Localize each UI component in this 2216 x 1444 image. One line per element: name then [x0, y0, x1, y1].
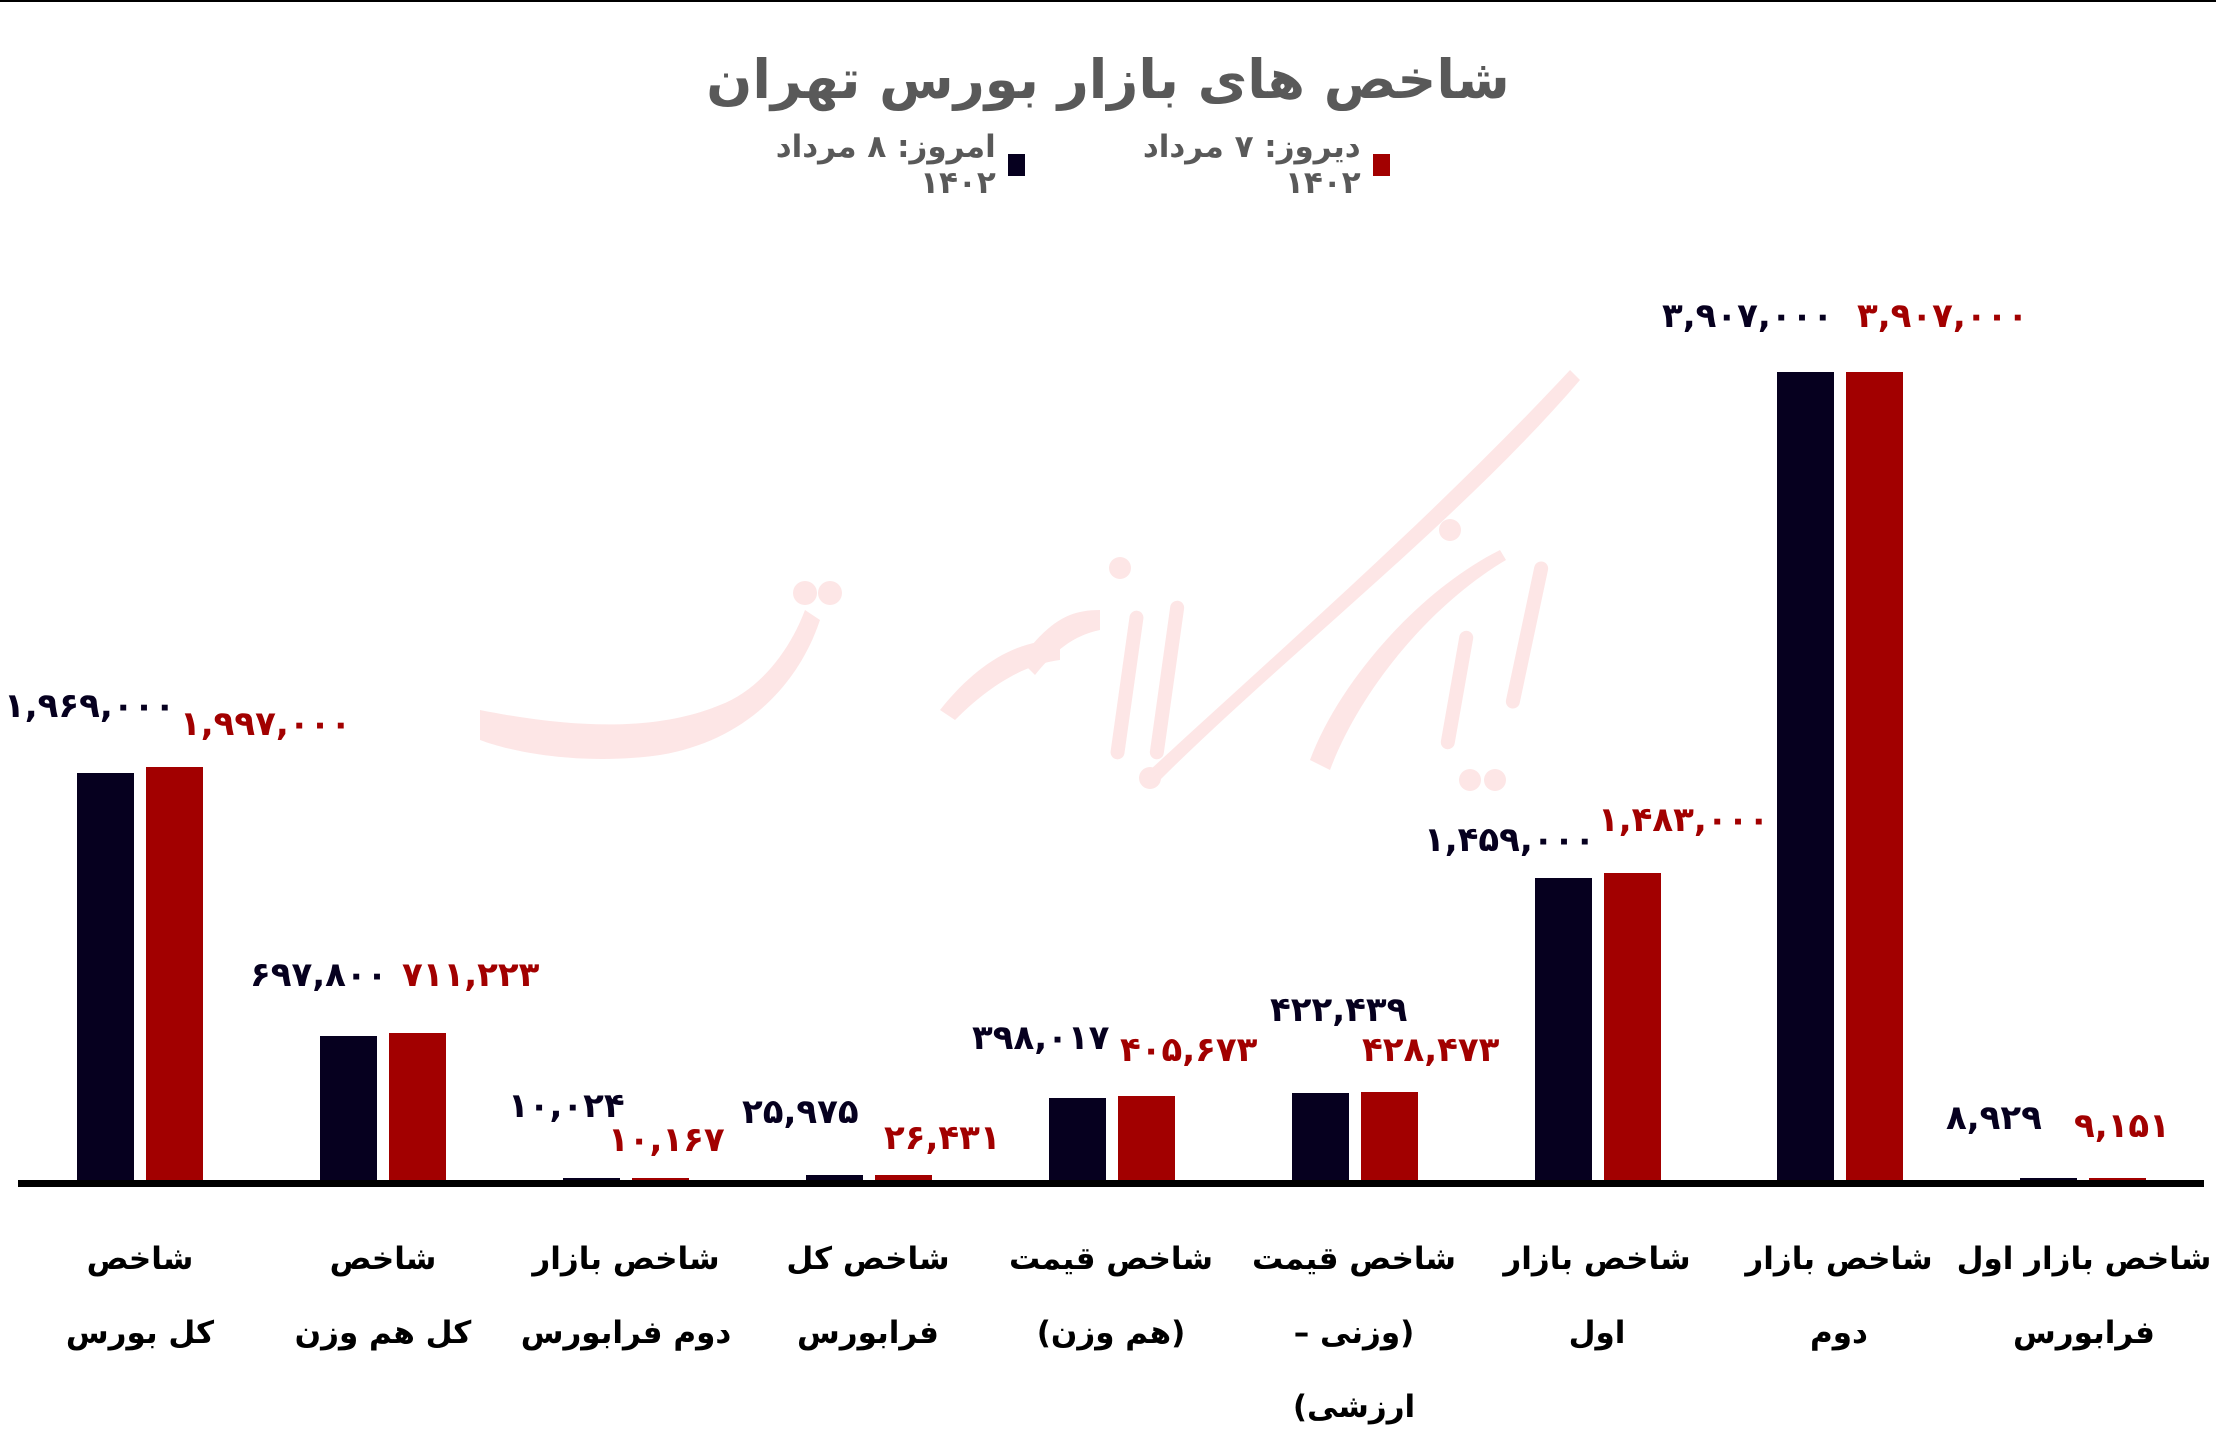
value-label-today: ۳۹۸,۰۱۷ [972, 1018, 1110, 1058]
legend-item-today: امروز: ۸ مرداد ۱۴۰۲ [700, 129, 1026, 201]
category-label-line: (هم وزن) [1036, 1315, 1186, 1351]
value-label-yesterday: ۱۰,۱۶۷ [608, 1120, 725, 1160]
bar-yesterday-bazar-dovom [1846, 372, 1903, 1180]
legend: دیروز: ۷ مرداد ۱۴۰۲ امروز: ۸ مرداد ۱۴۰۲ [700, 129, 1390, 201]
category-label-line: شاخص قیمت [1251, 1241, 1457, 1277]
legend-swatch-today-icon [1007, 154, 1026, 176]
category-label-line: فرابورس [2013, 1315, 2155, 1351]
bar-today-gheymat-hamvazn [1049, 1098, 1106, 1180]
category-label: شاخص بازار اول [1477, 1222, 1717, 1370]
bar-yesterday-bazar-dovom-farabourse [632, 1178, 689, 1180]
category-label-line: شاخص [86, 1241, 194, 1277]
bar-yesterday-gheymat-vazni [1361, 1092, 1418, 1180]
value-label-yesterday: ۴۰۵,۶۷۳ [1120, 1030, 1258, 1070]
x-axis-line [18, 1180, 2204, 1187]
value-label-today: ۱۰,۰۲۴ [508, 1086, 625, 1126]
legend-item-yesterday: دیروز: ۷ مرداد ۱۴۰۲ [1067, 129, 1390, 201]
category-label-line: دوم فرابورس [520, 1315, 732, 1351]
value-label-today: ۴۲۲,۴۳۹ [1270, 990, 1408, 1030]
legend-label-yesterday: دیروز: ۷ مرداد ۱۴۰۲ [1142, 129, 1361, 201]
value-label-yesterday: ۴۲۸,۴۷۳ [1362, 1030, 1500, 1070]
category-label-line: دوم [1810, 1315, 1868, 1351]
value-label-today: ۶۹۷,۸۰۰ [250, 955, 388, 995]
category-label-line: شاخص قیمت [1008, 1241, 1214, 1277]
category-label: شاخص بازار اول فرابورس [1952, 1222, 2216, 1370]
bar-today-kol-bourse [77, 773, 134, 1180]
category-label-line: کل بورس [65, 1315, 215, 1351]
bar-today-bazar-dovom [1777, 372, 1834, 1180]
value-label-today: ۱,۴۵۹,۰۰۰ [1424, 820, 1596, 860]
bar-yesterday-bazar-aval-farabourse [2089, 1178, 2146, 1180]
category-label-line: شاخص بازار [1745, 1241, 1933, 1277]
category-label: شاخص بازار دوم فرابورس [506, 1222, 746, 1370]
chart-title: شاخص های بازار بورس تهران [706, 48, 1510, 111]
value-label-today: ۲۵,۹۷۵ [742, 1092, 859, 1132]
category-label-line: شاخص بازار [532, 1241, 720, 1277]
value-label-today: ۳,۹۰۷,۰۰۰ [1662, 296, 1834, 336]
category-label-line: فرابورس [797, 1315, 939, 1351]
value-label-today: ۸,۹۲۹ [1946, 1098, 2042, 1138]
bar-today-gheymat-vazni [1292, 1093, 1349, 1180]
category-label: شاخص کل فرابورس [748, 1222, 988, 1370]
category-label: شاخص کل هم وزن [263, 1222, 503, 1370]
category-label: شاخص بازار دوم [1719, 1222, 1959, 1370]
bar-today-kol-farabourse [806, 1175, 863, 1180]
bar-yesterday-kol-farabourse [875, 1175, 932, 1180]
category-label: شاخص قیمت (وزنی – ارزشی) [1234, 1222, 1474, 1444]
category-label-line: شاخص کل [786, 1241, 950, 1277]
category-label-line: شاخص بازار اول [1503, 1241, 1691, 1351]
bar-yesterday-bazar-aval [1604, 873, 1661, 1180]
category-label: شاخص کل بورس [20, 1222, 260, 1370]
top-border [0, 0, 2216, 2]
category-label-line: (وزنی – [1293, 1315, 1415, 1351]
category-label-line: کل هم وزن [294, 1315, 472, 1351]
category-label-line: شاخص [329, 1241, 437, 1277]
bar-today-bazar-aval [1535, 878, 1592, 1180]
bar-yesterday-kol-bourse [146, 767, 203, 1180]
bar-today-bazar-dovom-farabourse [563, 1178, 620, 1180]
value-label-yesterday: ۷۱۱,۲۲۳ [402, 955, 540, 995]
category-label-line: شاخص بازار اول [1956, 1241, 2212, 1277]
value-label-yesterday: ۳,۹۰۷,۰۰۰ [1857, 296, 2029, 336]
value-label-today: ۱,۹۶۹,۰۰۰ [4, 686, 176, 726]
bar-yesterday-gheymat-hamvazn [1118, 1096, 1175, 1180]
value-label-yesterday: ۹,۱۵۱ [2074, 1106, 2170, 1146]
bar-yesterday-kol-hamvazn [389, 1033, 446, 1180]
legend-swatch-yesterday-icon [1372, 154, 1390, 176]
category-label: شاخص قیمت (هم وزن) [991, 1222, 1231, 1370]
value-label-yesterday: ۱,۹۹۷,۰۰۰ [180, 704, 352, 744]
legend-label-today: امروز: ۸ مرداد ۱۴۰۲ [775, 129, 996, 201]
value-label-yesterday: ۱,۴۸۳,۰۰۰ [1598, 800, 1770, 840]
bar-today-kol-hamvazn [320, 1036, 377, 1180]
value-label-yesterday: ۲۶,۴۳۱ [884, 1118, 1001, 1158]
category-label-line: ارزشی) [1292, 1389, 1416, 1425]
bar-today-bazar-aval-farabourse [2020, 1178, 2077, 1180]
